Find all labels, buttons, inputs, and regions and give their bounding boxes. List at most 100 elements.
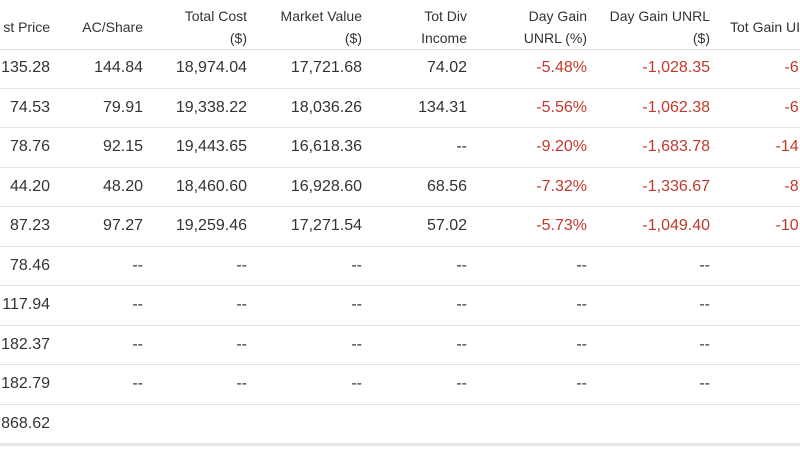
cell-last-price: 74.53 [9,98,50,116]
cell-ac-share: 79.91 [102,98,143,116]
header-ac-share[interactable]: AC/Share [82,16,143,38]
cell-day-gain-unrl: -- [699,335,710,353]
header-day-gain-unrl[interactable]: Day Gain UNRL ($) [610,5,710,49]
cell-market-value: 17,271.54 [290,217,362,234]
cell-last-price: 87.23 [9,217,50,234]
cell-tot-div-income: -- [456,296,467,313]
cell-day-gain-unrl-pct: -9.20% [536,138,587,155]
cell-total-cost: -- [236,296,247,313]
cell-tot-gain-unrl: -6.7 [784,98,800,116]
cell-market-value: 16,928.60 [290,177,362,195]
cell-tot-gain-unrl: -10.3 [775,217,800,234]
header-ac-share-line-1: AC/Share [82,19,143,35]
header-tot-div-income[interactable]: Tot Div Income [421,5,467,49]
header-last-price[interactable]: st Price [0,16,50,38]
cell-market-value: -- [351,335,362,353]
header-tot-gain-unrl[interactable]: Tot Gain UI [730,16,800,38]
cell-day-gain-unrl-pct: -7.32% [536,177,587,195]
header-day-gain-unrl-pct-line-1: Day Gain [528,8,587,24]
cell-ac-share: -- [132,335,143,353]
cell-tot-div-income: 134.31 [418,98,467,116]
cell-ac-share: -- [132,256,143,274]
table-row[interactable]: 868.62 [0,405,800,444]
header-day-gain-unrl-pct-line-2: UNRL (%) [523,30,587,46]
cell-day-gain-unrl: -1,336.67 [642,177,710,195]
cell-total-cost: -- [236,335,247,353]
header-tot-div-income-line-1: Tot Div [424,8,467,24]
cell-total-cost: -- [236,375,247,392]
header-total-cost[interactable]: Total Cost ($) [185,5,247,49]
header-market-value[interactable]: Market Value ($) [281,5,362,49]
cell-day-gain-unrl-pct: -5.48% [536,59,587,76]
header-market-value-line-2: ($) [344,30,362,46]
cell-day-gain-unrl-pct: -5.56% [536,98,587,116]
cell-tot-gain-unrl: -14.5 [775,138,800,155]
cell-tot-gain-unrl: -8.3 [784,177,800,195]
header-day-gain-unrl-line-2: ($) [692,30,710,46]
cell-last-price: 78.46 [9,256,50,274]
cell-total-cost: 19,338.22 [175,98,247,116]
cell-market-value: -- [351,375,362,392]
cell-day-gain-unrl: -1,049.40 [642,217,710,234]
cell-day-gain-unrl: -- [699,296,710,313]
cell-ac-share: -- [132,375,143,392]
cell-tot-div-income: -- [456,375,467,392]
cell-market-value: 17,721.68 [290,59,362,76]
header-tot-div-income-line-2: Income [421,30,467,46]
cell-day-gain-unrl-pct: -- [576,256,587,274]
cell-ac-share: 97.27 [102,217,143,234]
cell-market-value: -- [351,296,362,313]
cell-day-gain-unrl: -1,683.78 [642,138,710,155]
cell-tot-div-income: -- [456,335,467,353]
table-row[interactable]: 182.79 -- -- -- -- -- -- [0,365,800,405]
cell-tot-gain-unrl: -6.6 [784,59,800,76]
cell-last-price: 135.28 [1,59,50,76]
cell-last-price: 182.79 [1,375,50,392]
table-row[interactable]: 135.28 144.84 18,974.04 17,721.68 74.02 -5.48… [0,49,800,89]
table-row[interactable]: 74.53 79.91 19,338.22 18,036.26 134.31 -5.56%… [0,89,800,128]
cell-tot-div-income: 68.56 [426,177,467,195]
cell-total-cost: 19,259.46 [175,217,247,234]
cell-total-cost: 18,460.60 [175,177,247,195]
header-total-cost-line-2: ($) [229,30,247,46]
cell-last-price: 44.20 [9,177,50,195]
table-row[interactable]: 87.23 97.27 19,259.46 17,271.54 57.02 -5.73% -… [0,207,800,247]
header-market-value-line-1: Market Value [280,8,362,24]
cell-day-gain-unrl: -1,028.35 [642,59,710,76]
header-day-gain-unrl-pct[interactable]: Day Gain UNRL (%) [524,5,587,49]
cell-total-cost: 18,974.04 [175,59,247,76]
table-header-row: st Price AC/Share Total Cost ($) Market Valu… [0,0,800,50]
cell-last-price: 182.37 [1,335,50,353]
header-tot-gain-unrl-line-1: Tot Gain UI [730,19,800,35]
table-row[interactable]: 78.46 -- -- -- -- -- -- [0,247,800,286]
cell-tot-div-income: 57.02 [426,217,467,234]
cell-day-gain-unrl: -- [699,375,710,392]
cell-ac-share: 48.20 [102,177,143,195]
cell-last-price: 117.94 [2,296,50,313]
cell-tot-div-income: -- [456,256,467,274]
cell-tot-div-income: 74.02 [426,59,467,76]
cell-total-cost: 19,443.65 [175,138,247,155]
cell-market-value: -- [351,256,362,274]
table-row[interactable]: 117.94 -- -- -- -- -- -- [0,286,800,326]
table-row[interactable]: 78.76 92.15 19,443.65 16,618.36 -- -9.20% -1,6… [0,128,800,168]
cell-last-price: 868.62 [1,414,50,432]
cell-day-gain-unrl-pct: -- [576,296,587,313]
cell-day-gain-unrl-pct: -- [576,375,587,392]
header-total-cost-line-1: Total Cost [184,8,247,24]
header-day-gain-unrl-line-1: Day Gain UNRL [609,8,710,24]
header-last-price-line-1: st Price [3,19,50,35]
cell-day-gain-unrl: -1,062.38 [642,98,710,116]
cell-ac-share: -- [132,296,143,313]
cell-market-value: 16,618.36 [290,138,362,155]
cell-market-value: 18,036.26 [290,98,362,116]
cell-day-gain-unrl-pct: -- [576,335,587,353]
cell-ac-share: 144.84 [94,59,143,76]
horizontal-scrollbar[interactable] [0,443,800,446]
cell-last-price: 78.76 [9,138,50,155]
table-row[interactable]: 44.20 48.20 18,460.60 16,928.60 68.56 -7.32% -… [0,168,800,207]
cell-day-gain-unrl: -- [699,256,710,274]
cell-day-gain-unrl-pct: -5.73% [536,217,587,234]
table-row[interactable]: 182.37 -- -- -- -- -- -- [0,326,800,365]
